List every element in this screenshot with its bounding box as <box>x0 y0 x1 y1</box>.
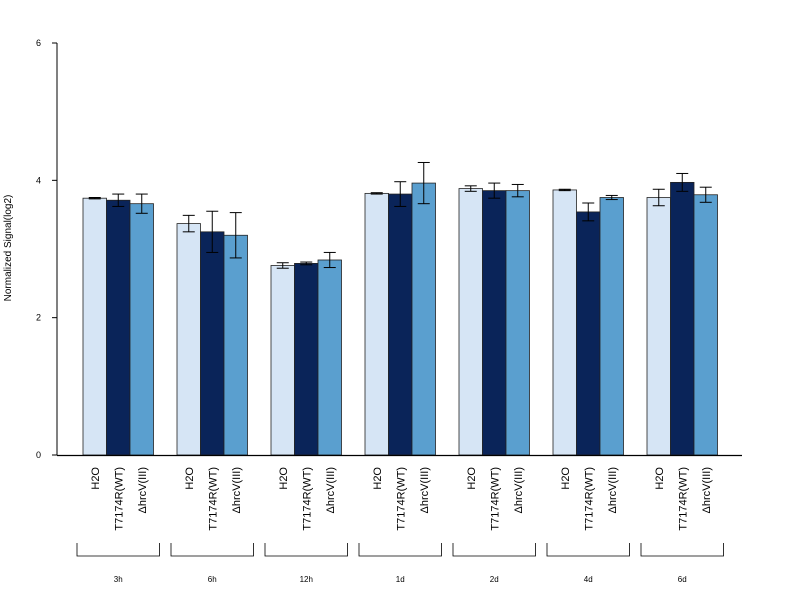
error-bars <box>88 161 712 269</box>
condition-label: T7174R(WT) <box>113 467 125 531</box>
condition-label: H2O <box>372 467 384 490</box>
condition-label: H2O <box>560 467 572 490</box>
condition-label: H2O <box>278 467 290 490</box>
condition-label: ΔhrcV(III) <box>513 467 525 513</box>
bar <box>670 181 695 456</box>
y-tick-label: 0 <box>36 450 41 460</box>
bar <box>552 189 577 456</box>
bar <box>129 203 154 456</box>
condition-labels: H2O T7174R(WT) ΔhrcV(III) H2O T7174R(WT) Δhrc… <box>90 467 713 531</box>
group-bracket <box>640 543 724 557</box>
group-bracket <box>264 543 348 557</box>
condition-label: ΔhrcV(III) <box>137 467 149 513</box>
bar <box>106 199 131 456</box>
bar <box>411 182 436 456</box>
y-axis-label: Normalized Signal(log2) <box>3 195 14 302</box>
bar <box>576 211 601 456</box>
condition-label: ΔhrcV(III) <box>419 467 431 513</box>
bar <box>82 197 107 456</box>
bar <box>458 188 483 456</box>
bar <box>693 194 718 456</box>
group-bracket <box>76 543 160 557</box>
condition-label: T7174R(WT) <box>395 467 407 531</box>
bar <box>223 234 248 456</box>
group-label: 3h <box>114 575 123 584</box>
condition-label: T7174R(WT) <box>207 467 219 531</box>
group-bracket <box>452 543 536 557</box>
bar <box>200 231 225 456</box>
condition-label: T7174R(WT) <box>677 467 689 531</box>
group-label: 4d <box>584 575 593 584</box>
y-axis: 0 2 4 6 <box>36 38 58 460</box>
group-label: 1d <box>396 575 405 584</box>
condition-label: H2O <box>184 467 196 490</box>
condition-label: H2O <box>654 467 666 490</box>
group-label: 6h <box>208 575 217 584</box>
bar <box>270 265 295 456</box>
bar <box>294 263 319 456</box>
bar <box>364 192 389 456</box>
group-label: 12h <box>300 575 313 584</box>
condition-label: ΔhrcV(III) <box>607 467 619 513</box>
bar <box>388 193 413 456</box>
condition-label: T7174R(WT) <box>489 467 501 531</box>
bar <box>482 190 507 456</box>
condition-label: ΔhrcV(III) <box>701 467 713 513</box>
bars <box>82 181 718 456</box>
condition-label: ΔhrcV(III) <box>231 467 243 513</box>
group-brackets: 3h 6h 12h 1d 2d 4d 6d <box>76 543 724 584</box>
y-tick-label: 2 <box>36 313 41 323</box>
group-bracket <box>546 543 630 557</box>
bar <box>317 259 342 456</box>
condition-label: ΔhrcV(III) <box>325 467 337 513</box>
condition-label: T7174R(WT) <box>301 467 313 531</box>
group-bracket <box>170 543 254 557</box>
group-label: 6d <box>678 575 687 584</box>
bar <box>646 197 671 456</box>
condition-label: H2O <box>466 467 478 490</box>
group-bracket <box>358 543 442 557</box>
bar <box>505 190 530 456</box>
condition-label: H2O <box>90 467 102 490</box>
y-tick-label: 4 <box>36 175 41 185</box>
bar <box>599 197 624 456</box>
bar <box>176 223 201 456</box>
condition-label: T7174R(WT) <box>583 467 595 531</box>
y-tick-label: 6 <box>36 38 41 48</box>
group-label: 2d <box>490 575 499 584</box>
